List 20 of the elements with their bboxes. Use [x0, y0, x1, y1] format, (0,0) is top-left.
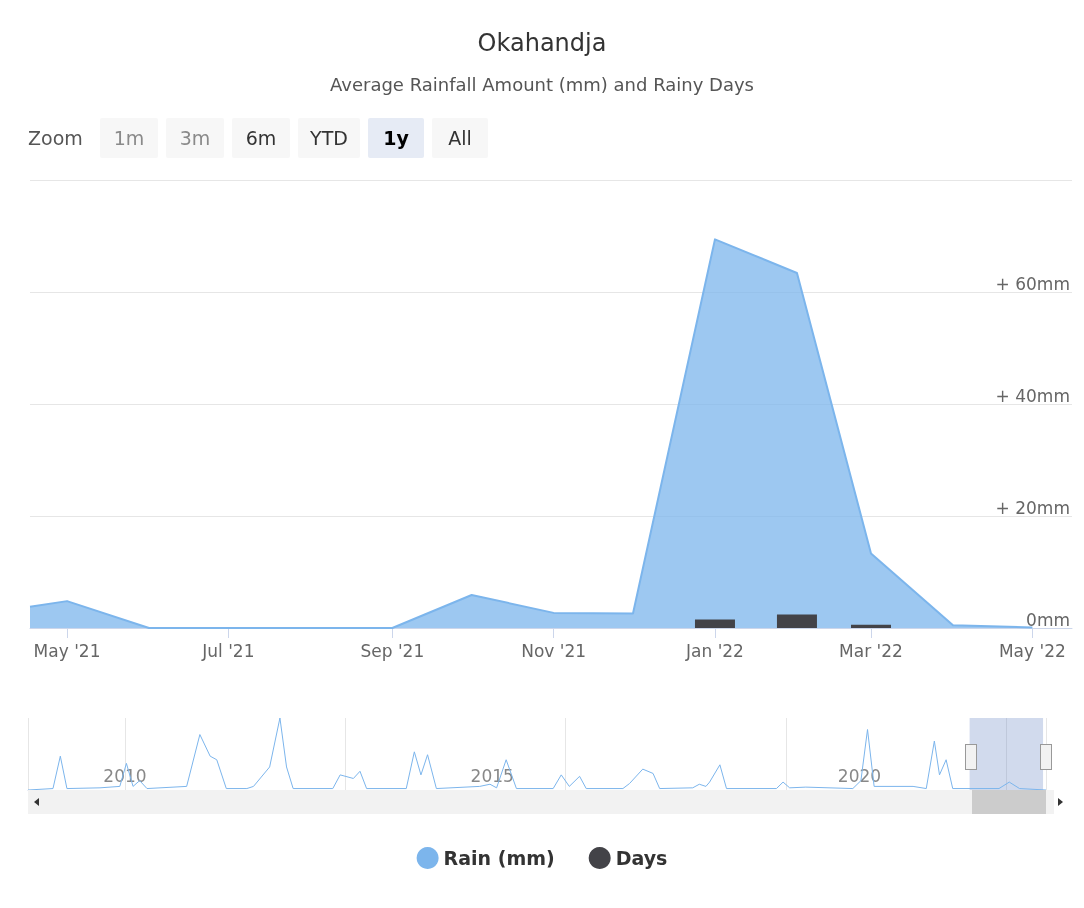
legend-label: Days: [615, 847, 668, 869]
x-tick-label: May '21: [33, 640, 101, 661]
y-tick-label: 0mm: [1026, 609, 1070, 630]
y-tick-label: + 60mm: [995, 273, 1070, 294]
x-tick-label: Mar '22: [839, 640, 903, 661]
x-tick-label: Sep '21: [360, 640, 425, 661]
zoom-button[interactable]: All: [432, 118, 488, 158]
chart-subtitle: Average Rainfall Amount (mm) and Rainy Days: [329, 73, 755, 95]
zoom-button[interactable]: 6m: [232, 118, 290, 158]
x-tick-label: Jan '22: [685, 640, 744, 661]
y-tick-label: + 40mm: [995, 385, 1070, 406]
text: Zoom: [28, 126, 83, 151]
x-tick-label: Nov '21: [521, 640, 587, 661]
legend-label: Rain (mm): [443, 847, 555, 869]
x-tick-label: Jul '21: [201, 640, 255, 661]
chart-title: Okahandja: [477, 29, 607, 57]
zoom-button[interactable]: YTD: [298, 118, 360, 158]
y-tick-label: + 20mm: [995, 497, 1070, 518]
zoom-button[interactable]: 1y: [368, 118, 424, 158]
x-tick-label: May '22: [998, 640, 1066, 661]
